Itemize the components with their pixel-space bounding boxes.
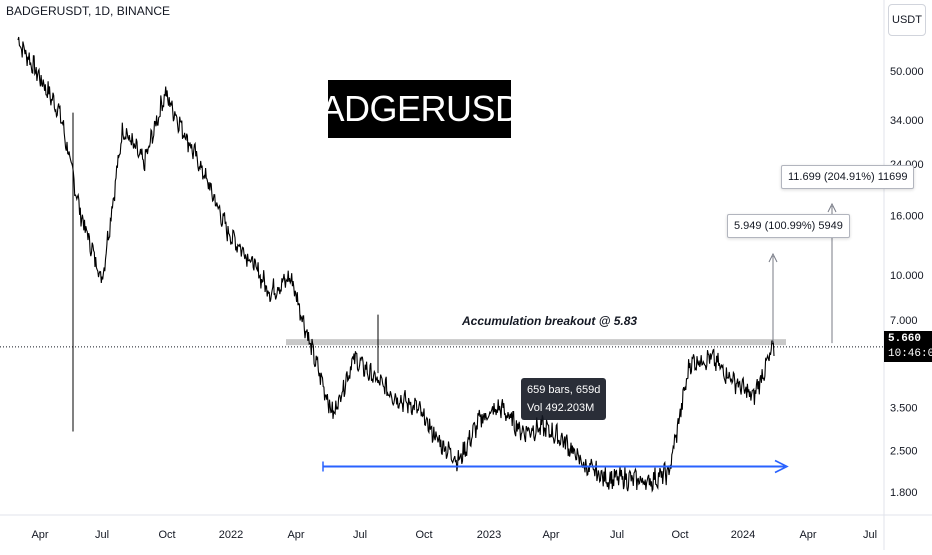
y-tick-label: 7.000 [890, 315, 918, 327]
y-tick-label: 2.500 [890, 445, 918, 457]
tooltip-bars: 659 bars, 659d [527, 381, 600, 399]
target-1-callout[interactable]: 5.949 (100.99%) 5949 [727, 214, 850, 238]
y-tick-label: 50.000 [890, 66, 924, 78]
x-tick-label: Jul [610, 529, 624, 541]
x-tick-label: Oct [415, 529, 432, 541]
x-tick-label: Apr [799, 529, 816, 541]
x-tick-label: Oct [158, 529, 175, 541]
y-tick-label: 34.000 [890, 115, 924, 127]
symbol-banner: BADGERUSDT [328, 80, 511, 138]
tooltip-volume: Vol 492.203M [527, 399, 600, 417]
y-tick-label: 16.000 [890, 210, 924, 222]
x-tick-label: Oct [671, 529, 688, 541]
x-tick-label: Apr [542, 529, 559, 541]
x-tick-label: 2023 [477, 529, 501, 541]
last-price-value: 5.660 [884, 331, 932, 347]
symbol-title[interactable]: BADGERUSDT, 1D, BINANCE [6, 4, 170, 18]
x-tick-label: Jul [95, 529, 109, 541]
y-tick-label: 1.800 [890, 487, 918, 499]
breakout-annotation: Accumulation breakout @ 5.83 [462, 314, 637, 328]
y-tick-label: 3.500 [890, 403, 918, 415]
x-tick-label: Apr [31, 529, 48, 541]
target-2-callout[interactable]: 11.699 (204.91%) 11699 [781, 165, 914, 189]
last-price-tag: 5.660 10:46:04 [884, 331, 932, 362]
x-tick-label: 2022 [219, 529, 243, 541]
x-tick-label: Apr [287, 529, 304, 541]
measure-tooltip: 659 bars, 659d Vol 492.203M [521, 378, 606, 420]
currency-badge[interactable]: USDT [888, 4, 926, 36]
bar-countdown: 10:46:04 [884, 347, 932, 362]
x-tick-label: Jul [353, 529, 367, 541]
resistance-band [286, 339, 786, 345]
x-tick-label: 2024 [731, 529, 755, 541]
x-tick-label: Jul [863, 529, 877, 541]
y-tick-label: 10.000 [890, 270, 924, 282]
